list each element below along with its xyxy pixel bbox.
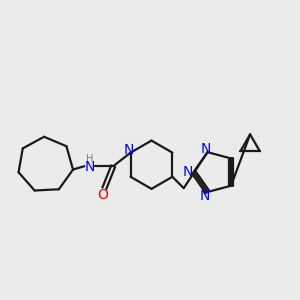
Text: N: N xyxy=(85,160,95,174)
Text: N: N xyxy=(183,165,194,179)
Text: N: N xyxy=(200,189,210,203)
Text: H: H xyxy=(86,154,93,164)
Text: O: O xyxy=(98,188,108,202)
Text: N: N xyxy=(124,143,134,157)
Text: N: N xyxy=(201,142,211,156)
